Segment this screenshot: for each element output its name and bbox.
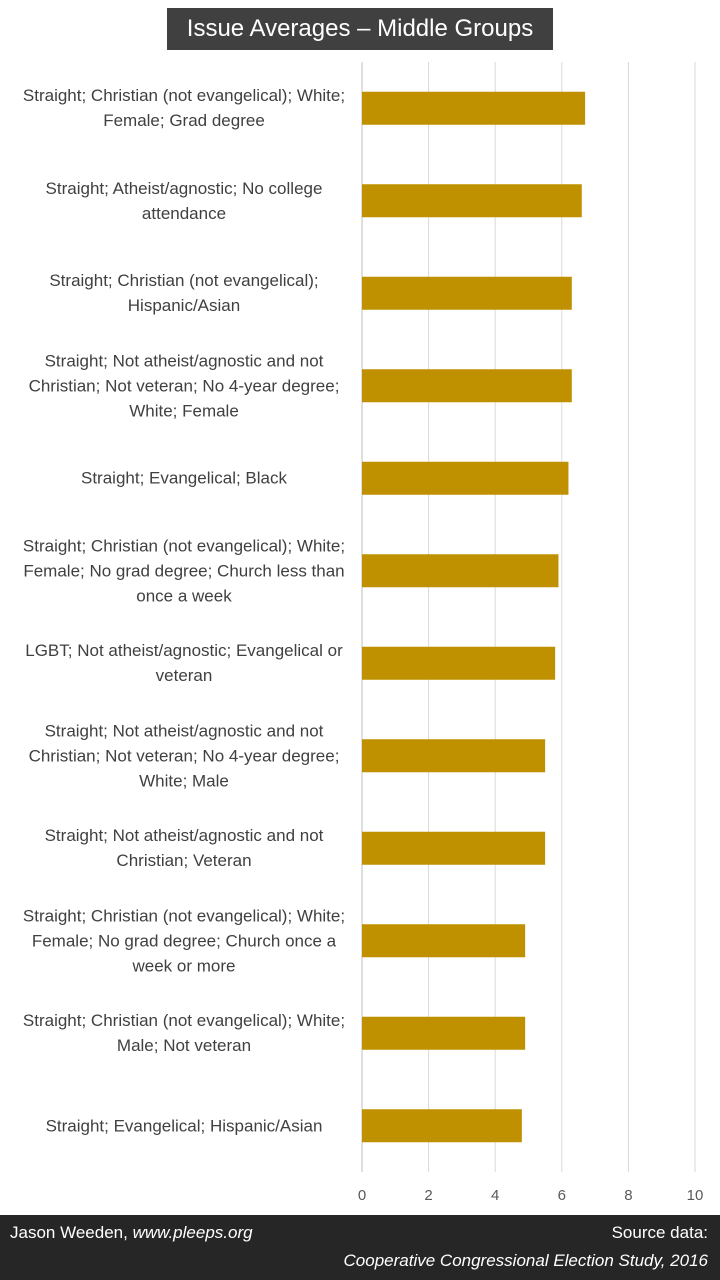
category-label: Straight; Evangelical; Hispanic/Asian <box>45 1116 323 1136</box>
x-tick-label: 2 <box>424 1187 432 1204</box>
bar <box>362 1016 526 1050</box>
bar <box>362 184 582 218</box>
author: Jason Weeden, <box>10 1223 128 1242</box>
category-label: LGBT; Not atheist/agnostic; Evangelical … <box>25 641 343 686</box>
category-label: Straight; Not atheist/agnostic and not C… <box>28 351 340 421</box>
bar <box>362 369 572 403</box>
bar <box>362 739 546 773</box>
bar <box>362 646 556 680</box>
bar <box>362 91 586 125</box>
source-label: Source data: <box>611 1223 708 1242</box>
credit: Jason Weeden, www.pleeps.org <box>10 1223 253 1243</box>
category-label: Straight; Evangelical; Black <box>81 468 287 488</box>
bar <box>362 461 569 495</box>
category-label: Straight; Not atheist/agnostic and not C… <box>28 721 340 791</box>
x-tick-label: 0 <box>358 1187 366 1204</box>
category-label: Straight; Atheist/agnostic; No college a… <box>45 178 323 223</box>
category-label: Straight; Not atheist/agnostic and not C… <box>44 826 324 871</box>
bar <box>362 924 526 958</box>
footer: Jason Weeden, www.pleeps.org Source data… <box>0 1215 720 1280</box>
x-tick-label: 6 <box>558 1187 566 1204</box>
category-label: Straight; Christian (not evangelical); W… <box>22 906 346 976</box>
category-label: Straight; Christian (not evangelical); H… <box>49 271 319 316</box>
x-tick-label: 10 <box>687 1187 704 1204</box>
chart-title: Issue Averages – Middle Groups <box>167 8 553 50</box>
x-tick-label: 4 <box>491 1187 499 1204</box>
bar <box>362 554 559 588</box>
category-label: Straight; Christian (not evangelical); W… <box>22 536 346 606</box>
category-label: Straight; Christian (not evangelical); W… <box>22 86 346 131</box>
site: www.pleeps.org <box>132 1223 253 1242</box>
bar <box>362 276 572 310</box>
chart: 0 2 4 6 8 10 <box>358 62 704 1204</box>
x-tick-label: 8 <box>624 1187 632 1204</box>
category-label: Straight; Christian (not evangelical); W… <box>22 1011 346 1056</box>
bar <box>362 831 546 865</box>
source: Cooperative Congressional Election Study… <box>343 1251 708 1270</box>
bar <box>362 1109 522 1143</box>
